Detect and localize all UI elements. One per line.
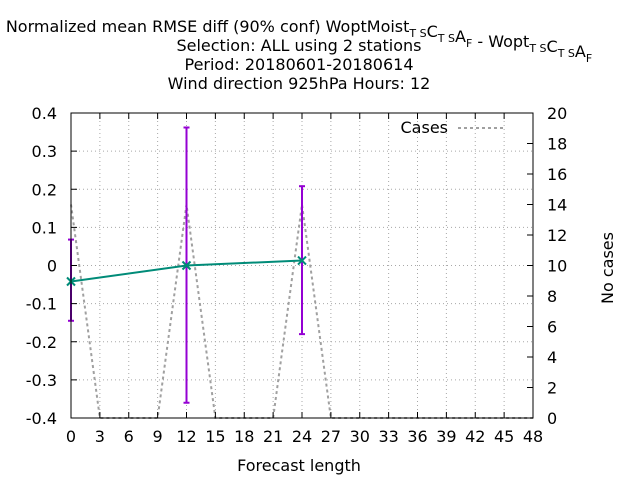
y2-axis-label: No cases	[598, 232, 617, 304]
y2-tick-label: 2	[547, 379, 557, 398]
y-tick-label: -0.2	[26, 333, 57, 352]
title-segment: - Wopt	[472, 32, 529, 51]
y2-tick-label: 10	[547, 257, 567, 276]
x-tick-label: 33	[378, 427, 398, 446]
y-tick-label: -0.1	[26, 295, 57, 314]
data-point-stroke	[297, 255, 307, 266]
data-point-stroke	[181, 260, 192, 271]
title-line-3: Period: 20180601-20180614	[184, 55, 413, 74]
y-tick-label: 0.3	[32, 142, 57, 161]
x-tick-label: 39	[436, 427, 456, 446]
y2-tick-label: 14	[547, 196, 567, 215]
y-tick-label: 0.1	[32, 218, 57, 237]
title-segment: Normalized mean RMSE diff (90% conf) Wop…	[6, 17, 410, 36]
title-segment: C	[427, 22, 438, 41]
title-segment: A	[575, 42, 586, 61]
x-tick-label: 42	[465, 427, 485, 446]
y-tick-label: 0.4	[32, 104, 57, 123]
x-tick-label: 24	[292, 427, 312, 446]
y2-tick-label: 16	[547, 165, 567, 184]
legend-label-cases: Cases	[401, 118, 449, 137]
x-tick-label: 45	[494, 427, 514, 446]
title-segment: T S	[437, 32, 455, 45]
title-line-1: Normalized mean RMSE diff (90% conf) Wop…	[6, 17, 592, 65]
x-axis-label: Forecast length	[237, 456, 361, 475]
title-segment: F	[466, 37, 472, 50]
y-tick-label: 0	[47, 257, 57, 276]
grid	[71, 113, 533, 418]
x-tick-label: 48	[523, 427, 543, 446]
x-tick-label: 18	[234, 427, 254, 446]
x-tick-label: 27	[321, 427, 341, 446]
title-segment: T S	[528, 42, 546, 55]
x-tick-label: 9	[153, 427, 163, 446]
y2-tick-label: 0	[547, 409, 557, 428]
x-tick-label: 3	[95, 427, 105, 446]
x-tick-label: 6	[124, 427, 134, 446]
y-tick-label: -0.3	[26, 371, 57, 390]
x-tick-label: 36	[407, 427, 427, 446]
y2-tick-label: 6	[547, 318, 557, 337]
main-series	[66, 255, 307, 287]
data-point	[181, 260, 192, 271]
axis-ticks: 0 3 6 9 12 15 18 21 24 27 30 33 36 39 42 45 48-0.4-0.3-0…	[26, 104, 568, 446]
title-segment: F	[586, 52, 592, 65]
y-tick-label: 0.2	[32, 180, 57, 199]
y2-tick-label: 4	[547, 348, 557, 367]
title-segment: C	[547, 37, 558, 56]
title-segment: T S	[408, 27, 426, 40]
y-tick-label: -0.4	[26, 409, 57, 428]
y2-tick-label: 8	[547, 287, 557, 306]
y2-tick-label: 12	[547, 226, 567, 245]
data-point	[297, 255, 307, 266]
title-line-4: Wind direction 925hPa Hours: 12	[168, 74, 431, 93]
y2-tick-label: 18	[547, 135, 567, 154]
chart-title: Normalized mean RMSE diff (90% conf) Wop…	[6, 17, 592, 93]
x-tick-label: 30	[350, 427, 370, 446]
title-segment: A	[455, 27, 466, 46]
x-tick-label: 21	[263, 427, 283, 446]
x-tick-label: 0	[66, 427, 76, 446]
x-tick-label: 15	[205, 427, 225, 446]
y2-tick-label: 20	[547, 104, 567, 123]
title-segment: T S	[557, 47, 575, 60]
legend: Cases	[401, 118, 506, 137]
x-tick-label: 12	[176, 427, 196, 446]
title-line-2: Selection: ALL using 2 stations	[176, 36, 421, 55]
